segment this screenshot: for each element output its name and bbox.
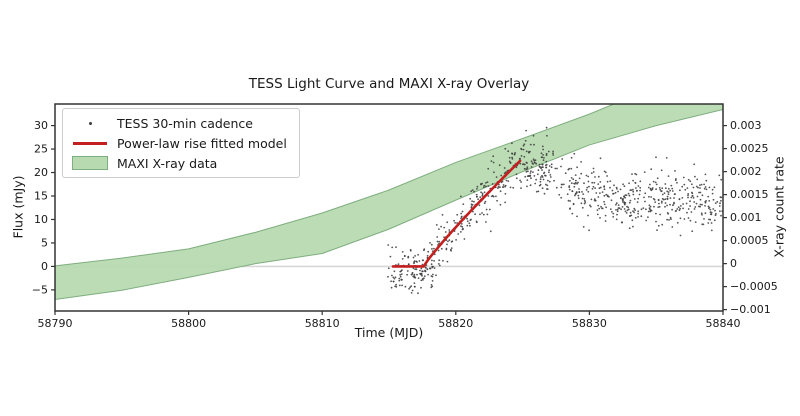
y-tick-label-left: 5: [41, 236, 48, 249]
y-tick-label-right: −0.0005: [730, 280, 778, 293]
y-axis-label-right: X-ray count rate: [771, 156, 787, 258]
legend: TESS 30-min cadence Power-law rise fitte…: [62, 108, 300, 178]
scatter-dot-marker-icon: [71, 121, 109, 125]
axis-ticks: 58790 58800 58810 58820 58830 58840 −5 0 5 10 15 20…: [32, 119, 778, 330]
chart-title: TESS Light Curve and MAXI X-ray Overlay: [248, 76, 530, 92]
legend-label: MAXI X-ray data: [117, 155, 218, 171]
y-tick-label-left: 15: [34, 190, 48, 203]
plot-border: [54, 103, 724, 312]
band-patch-marker-icon: [71, 156, 109, 170]
x-tick-label: 58790: [38, 317, 73, 330]
y-tick-label-left: 0: [41, 260, 48, 273]
y-axis-label-left: Flux (mJy): [10, 175, 26, 239]
y-tick-label-left: −5: [32, 283, 48, 296]
y-tick-label-right: 0.0005: [730, 234, 769, 247]
model-line-marker-icon: [71, 141, 109, 145]
y-tick-label-left: 20: [34, 166, 48, 179]
legend-label: Power-law rise fitted model: [117, 135, 287, 151]
y-tick-label-right: −0.001: [730, 303, 771, 316]
x-axis-label: Time (MJD): [354, 325, 424, 340]
powerlaw-model-line: [391, 159, 522, 268]
maxi-xray-band: [55, 104, 723, 301]
x-tick-label: 58810: [305, 317, 340, 330]
y-tick-label-right: 0.0015: [730, 188, 769, 201]
legend-item-maxi-band: MAXI X-ray data: [71, 154, 287, 172]
y-tick-label-right: 0.0025: [730, 142, 769, 155]
y-tick-label-right: 0.002: [730, 165, 762, 178]
y-tick-label-left: 10: [34, 213, 48, 226]
legend-item-powerlaw-model: Power-law rise fitted model: [71, 134, 287, 152]
x-tick-label: 58840: [706, 317, 741, 330]
legend-label: TESS 30-min cadence: [117, 115, 253, 131]
y-tick-label-right: 0.003: [730, 119, 762, 132]
x-tick-label: 58800: [171, 317, 206, 330]
y-tick-label-left: 25: [34, 143, 48, 156]
x-tick-label: 58830: [572, 317, 607, 330]
x-tick-label: 58820: [438, 317, 473, 330]
y-tick-label-left: 30: [34, 119, 48, 132]
legend-item-tess-scatter: TESS 30-min cadence: [71, 114, 287, 132]
y-tick-label-right: 0: [730, 257, 737, 270]
y-tick-label-right: 0.001: [730, 211, 762, 224]
